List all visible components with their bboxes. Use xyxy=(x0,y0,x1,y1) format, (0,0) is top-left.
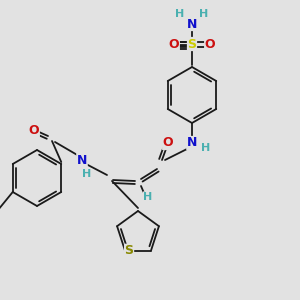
Text: O: O xyxy=(169,38,179,50)
Text: H: H xyxy=(201,143,211,153)
Text: S: S xyxy=(188,38,196,50)
Text: O: O xyxy=(29,124,39,136)
Text: H: H xyxy=(82,169,91,179)
Text: N: N xyxy=(187,17,197,31)
Text: H: H xyxy=(200,9,208,19)
Text: H: H xyxy=(176,9,184,19)
Text: N: N xyxy=(77,154,87,166)
Text: N: N xyxy=(187,136,197,149)
Text: O: O xyxy=(163,136,173,149)
Text: H: H xyxy=(143,192,153,202)
Text: S: S xyxy=(124,244,134,257)
Text: O: O xyxy=(205,38,215,50)
